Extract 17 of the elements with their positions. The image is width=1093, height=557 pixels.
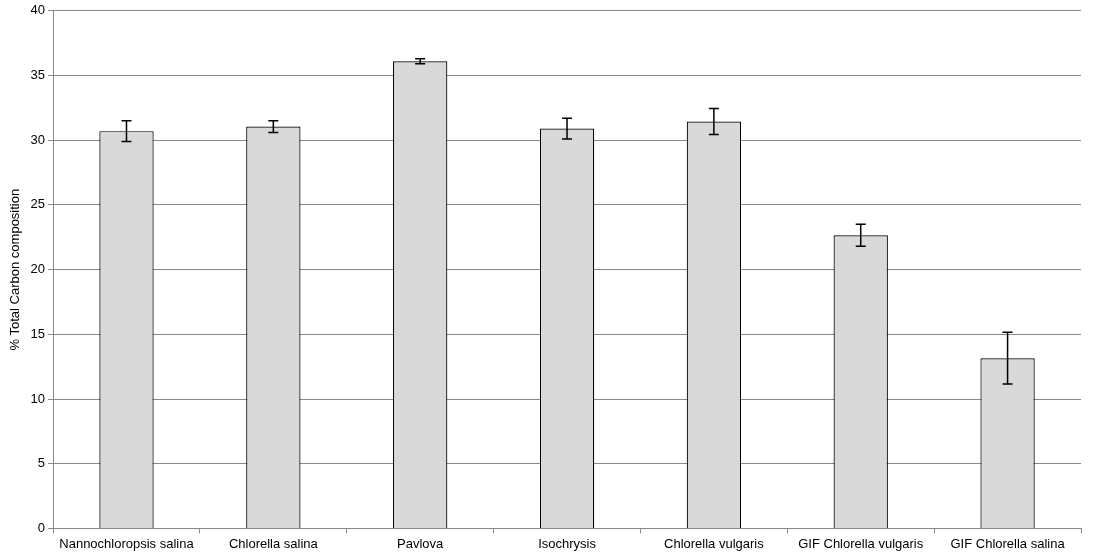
x-tick-label: Isochrysis	[538, 535, 597, 551]
y-tick-label: 40	[30, 2, 46, 18]
x-tick-label: Nannochloropsis salina	[59, 535, 195, 551]
x-tick-label: Chlorella vulgaris	[664, 535, 765, 551]
y-tick-label: 30	[30, 131, 46, 147]
y-tick-label: 15	[30, 325, 46, 341]
x-tick-label: GIF Chlorella vulgaris	[798, 535, 924, 551]
y-axis-title: % Total Carbon composition	[7, 188, 23, 351]
y-tick-label: 5	[37, 455, 46, 471]
y-tick-label: 25	[30, 196, 46, 212]
y-tick-label: 35	[30, 67, 46, 83]
y-tick-label: 0	[37, 519, 46, 535]
x-tick-label: Pavlova	[397, 535, 445, 551]
x-tick-label: GIF Chlorella salina	[950, 535, 1066, 551]
y-tick-label: 10	[30, 390, 46, 406]
x-tick-label: Chlorella salina	[228, 535, 319, 551]
y-tick-label: 20	[30, 261, 46, 277]
